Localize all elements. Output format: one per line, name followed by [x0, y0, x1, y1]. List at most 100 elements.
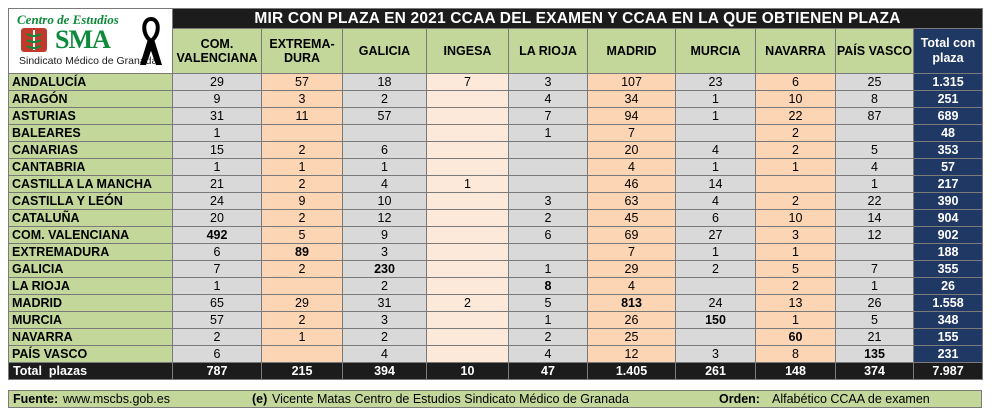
column-total: 374: [835, 362, 914, 380]
table-row: CANTABRIA 1 1 1 4 1 1 4 57: [8, 158, 984, 176]
column-total: 394: [342, 362, 427, 380]
table-cell: 1: [172, 158, 262, 176]
row-label: CANTABRIA: [8, 158, 173, 176]
table-cell: 2: [342, 328, 427, 346]
mir-table: Centro de Estudios SMA Sindicato Médico …: [8, 8, 984, 380]
row-label: PAÍS VASCO: [8, 345, 173, 363]
col-header: COM. VALENCIANA: [172, 28, 262, 74]
table-cell: [675, 124, 756, 142]
col-header: PAÍS VASCO: [835, 28, 914, 74]
table-cell: 7: [587, 124, 676, 142]
table-cell: [508, 141, 588, 159]
row-label: BALEARES: [8, 124, 173, 142]
row-total: 348: [912, 311, 984, 329]
order-label: Orden:: [719, 392, 760, 406]
table-cell: 63: [587, 192, 676, 210]
logo-subtitle: Sindicato Médico de Granada: [19, 55, 158, 67]
totals-row: Total plazas 787 215 394 10 47 1.405 261 148 374 7…: [8, 362, 984, 380]
table-row: COM. VALENCIANA 492 5 9 6 69 27 3 12 902: [8, 226, 984, 244]
col-header: GALICIA: [342, 28, 427, 74]
table-cell: 1: [172, 124, 262, 142]
table-cell: 29: [172, 73, 262, 91]
table-cell: [261, 124, 343, 142]
table-row: CATALUÑA 20 2 12 2 45 6 10 14 904: [8, 209, 984, 227]
table-cell: 57: [261, 73, 343, 91]
table-cell: 5: [508, 294, 588, 312]
table-cell: 1: [508, 124, 588, 142]
table-cell: 1: [755, 158, 836, 176]
table-cell: 4: [587, 277, 676, 295]
table-cell: 11: [261, 107, 343, 125]
table-cell: [675, 328, 756, 346]
table-cell: 2: [342, 90, 427, 108]
table-cell: [261, 277, 343, 295]
table-cell: 12: [587, 345, 676, 363]
table-cell: 150: [675, 311, 756, 329]
row-label: ARAGÓN: [8, 90, 173, 108]
column-total: 261: [675, 362, 756, 380]
row-label: ASTURIAS: [8, 107, 173, 125]
table-cell: 20: [587, 141, 676, 159]
table-cell: 26: [587, 311, 676, 329]
table-cell: 2: [755, 277, 836, 295]
table-row: PAÍS VASCO 6 4 4 12 3 8 135 231: [8, 345, 984, 363]
row-total: 251: [912, 90, 984, 108]
table-cell: [755, 175, 836, 193]
table-cell: 2: [261, 175, 343, 193]
row-label: CASTILLA LA MANCHA: [8, 175, 173, 193]
col-header: LA RIOJA: [508, 28, 588, 74]
table-cell: 5: [835, 141, 914, 159]
table-cell: 3: [342, 243, 427, 261]
table-cell: 5: [755, 260, 836, 278]
logo-brand: SMA: [55, 25, 111, 54]
table-cell: 57: [342, 107, 427, 125]
table-cell: [426, 124, 509, 142]
table-cell: 6: [342, 141, 427, 159]
table-cell: 7: [587, 243, 676, 261]
table-cell: 3: [508, 192, 588, 210]
table-cell: 6: [755, 73, 836, 91]
table-cell: 22: [755, 107, 836, 125]
table-row: CASTILLA LA MANCHA 21 2 4 1 46 14 1 217: [8, 175, 984, 193]
table-cell: [835, 124, 914, 142]
table-cell: 10: [755, 90, 836, 108]
table-cell: 9: [172, 90, 262, 108]
table-cell: 230: [342, 260, 427, 278]
table-cell: 34: [587, 90, 676, 108]
column-total: 215: [261, 362, 343, 380]
row-total: 1.558: [912, 294, 984, 312]
column-total: 1.405: [587, 362, 676, 380]
column-total: 10: [426, 362, 509, 380]
table-row: CANARIAS 15 2 6 20 4 2 5 353: [8, 141, 984, 159]
table-cell: 1: [675, 243, 756, 261]
table-cell: [426, 226, 509, 244]
table-cell: 3: [675, 345, 756, 363]
table-cell: 25: [587, 328, 676, 346]
table-cell: 1: [261, 158, 343, 176]
table-cell: 3: [755, 226, 836, 244]
table-cell: [426, 209, 509, 227]
row-total: 231: [912, 345, 984, 363]
row-total: 355: [912, 260, 984, 278]
table-row: ANDALUCÍA 29 57 18 7 3 107 23 6 25 1.315: [8, 73, 984, 91]
table-cell: 24: [172, 192, 262, 210]
row-total: 188: [912, 243, 984, 261]
table-cell: 21: [835, 328, 914, 346]
table-cell: 87: [835, 107, 914, 125]
table-cell: 20: [172, 209, 262, 227]
table-cell: 6: [675, 209, 756, 227]
row-label: GALICIA: [8, 260, 173, 278]
table-cell: 107: [587, 73, 676, 91]
table-cell: [261, 345, 343, 363]
table-cell: [426, 345, 509, 363]
table-cell: 10: [755, 209, 836, 227]
row-total: 1.315: [912, 73, 984, 91]
table-row: EXTREMADURA 6 89 3 7 1 1 188: [8, 243, 984, 261]
row-total: 26: [912, 277, 984, 295]
credit-value: Vicente Matas Centro de Estudios Sindica…: [272, 392, 629, 406]
table-cell: 2: [342, 277, 427, 295]
table-cell: 3: [342, 311, 427, 329]
col-header: MURCIA: [675, 28, 756, 74]
table-cell: 2: [508, 209, 588, 227]
table-cell: 89: [261, 243, 343, 261]
